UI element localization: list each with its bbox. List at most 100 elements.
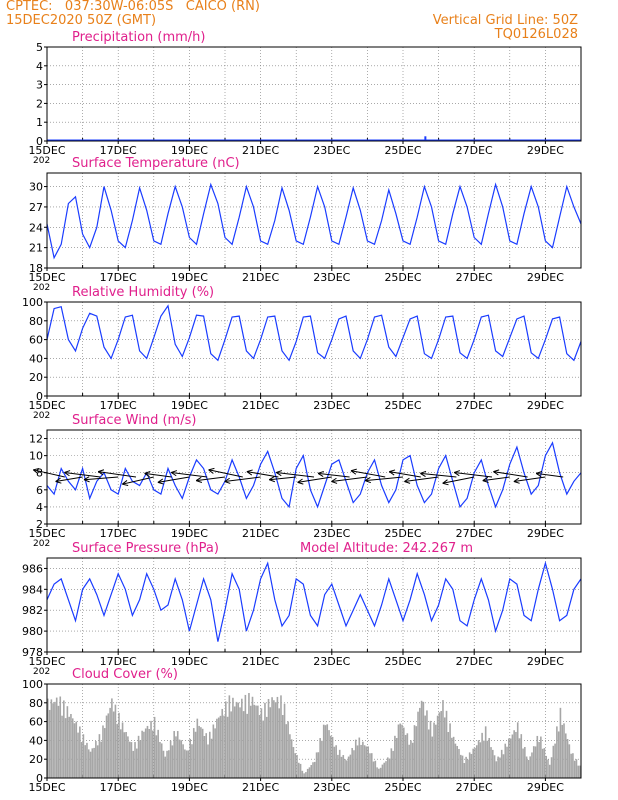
cloud-bar bbox=[420, 700, 423, 778]
cloud-bar bbox=[573, 760, 576, 778]
cloud-bar bbox=[137, 735, 140, 778]
cloud-bar bbox=[84, 745, 86, 778]
cloud-bar bbox=[548, 764, 551, 778]
precip-xtick-label: 29DEC bbox=[527, 144, 564, 157]
pres-frame bbox=[46, 557, 582, 653]
cloud-bar bbox=[422, 701, 425, 778]
cloud-bar bbox=[540, 736, 542, 778]
cloud-bar bbox=[419, 707, 421, 778]
cloud-bar bbox=[103, 728, 106, 778]
cloud-bar bbox=[264, 702, 266, 778]
cloud-bar bbox=[504, 743, 507, 778]
wind-ytick-label: 4 bbox=[36, 501, 43, 514]
pres-ytick-label: 986 bbox=[22, 562, 43, 575]
wind-ytick-label: 6 bbox=[36, 484, 43, 497]
cloud-bar bbox=[123, 732, 126, 778]
rh-xtick-label: 17DEC bbox=[100, 399, 137, 412]
cloud-bar bbox=[98, 734, 101, 778]
wind-vector bbox=[482, 476, 510, 482]
cloud-bar bbox=[547, 759, 549, 778]
cloud-bar bbox=[208, 731, 211, 778]
wind-vector-head bbox=[208, 469, 214, 474]
cloud-frame bbox=[46, 683, 582, 779]
cloud-bar bbox=[328, 730, 330, 778]
cloud-bar bbox=[280, 695, 282, 778]
cloud-bar bbox=[472, 748, 475, 778]
wind-vector-head bbox=[493, 469, 500, 473]
cloud-ytick-label: 40 bbox=[29, 734, 43, 747]
cloud-bar bbox=[365, 746, 368, 778]
wind-vector-head bbox=[224, 477, 230, 482]
pres-xtick-label: 23DEC bbox=[313, 655, 350, 668]
cloud-bar bbox=[50, 699, 53, 778]
cloud-bar bbox=[159, 741, 161, 778]
rh-xtick-label: 25DEC bbox=[384, 399, 421, 412]
cloud-bar bbox=[82, 734, 85, 778]
wind-vector bbox=[246, 471, 279, 478]
cloud-bar bbox=[289, 734, 291, 778]
cloud-bar bbox=[353, 750, 355, 778]
cloud-bar bbox=[429, 720, 432, 778]
wind-vector bbox=[276, 472, 315, 478]
wind-vector bbox=[64, 472, 101, 478]
cloud-bar bbox=[563, 723, 565, 778]
wind-title: Surface Wind (m/s) bbox=[72, 413, 196, 428]
cloud-bar bbox=[340, 756, 343, 778]
cloud-bar bbox=[111, 698, 113, 778]
cloud-bar bbox=[525, 756, 528, 778]
wind-vector-head bbox=[246, 471, 253, 476]
cloud-bar bbox=[492, 749, 494, 778]
cloud-bar bbox=[281, 715, 284, 778]
cloud-bar bbox=[79, 726, 81, 778]
cloud-bar bbox=[274, 702, 277, 778]
wind-xtick-label: 19DEC bbox=[171, 527, 208, 540]
cloud-bar bbox=[404, 734, 407, 778]
cloud-bar bbox=[196, 718, 199, 778]
cloud-bar bbox=[102, 725, 104, 778]
cloud-bar bbox=[146, 725, 149, 778]
cloud-bar bbox=[301, 770, 304, 778]
wind-vector-head bbox=[317, 470, 324, 474]
wind-xtick-label: 23DEC bbox=[313, 527, 350, 540]
wind-vector bbox=[318, 472, 350, 478]
precip-xtick-label: 19DEC bbox=[171, 144, 208, 157]
cloud-bar bbox=[87, 749, 90, 778]
wind-vector bbox=[536, 472, 564, 478]
wind-vector-head bbox=[350, 470, 357, 475]
wind-vector bbox=[454, 472, 493, 478]
wind-vector-head bbox=[224, 481, 231, 484]
cloud-bar bbox=[495, 761, 498, 778]
cloud-bar bbox=[500, 749, 503, 778]
cloud-bar bbox=[314, 761, 316, 778]
cloud-xtick-label: 29DEC bbox=[527, 781, 564, 794]
cloud-bar bbox=[433, 722, 435, 778]
cloud-bar bbox=[541, 748, 544, 778]
cloud-bar bbox=[116, 724, 119, 778]
temp-xtick-label: 27DEC bbox=[456, 271, 493, 284]
cloud-xtick-label: 25DEC bbox=[384, 781, 421, 794]
cloud-bar bbox=[557, 731, 560, 778]
cloud-bar bbox=[134, 742, 136, 778]
cloud-bar bbox=[572, 753, 574, 778]
wind-vector bbox=[350, 470, 386, 478]
wind-vector-head bbox=[404, 481, 411, 484]
cloud-bar bbox=[242, 711, 245, 778]
cloud-bar bbox=[342, 755, 345, 778]
cloud-bar bbox=[516, 722, 519, 778]
temp-ytick-label: 27 bbox=[29, 201, 43, 214]
cloud-bar bbox=[267, 699, 270, 778]
cloud-bar bbox=[461, 755, 464, 778]
cloud-bar bbox=[189, 738, 191, 778]
cloud-bar bbox=[47, 698, 49, 778]
cloud-bar bbox=[490, 747, 492, 778]
cloud-bar bbox=[362, 741, 364, 778]
pres-xtick-label: 19DEC bbox=[171, 655, 208, 668]
cloud-bar bbox=[93, 747, 95, 778]
cloud-bar bbox=[401, 724, 403, 778]
cloud-bar bbox=[358, 737, 361, 778]
cloud-bar bbox=[388, 758, 391, 778]
wind-vector bbox=[493, 471, 528, 478]
cloud-bar bbox=[168, 750, 170, 778]
cloud-bar bbox=[456, 745, 458, 778]
wind-vector-head bbox=[157, 481, 164, 485]
